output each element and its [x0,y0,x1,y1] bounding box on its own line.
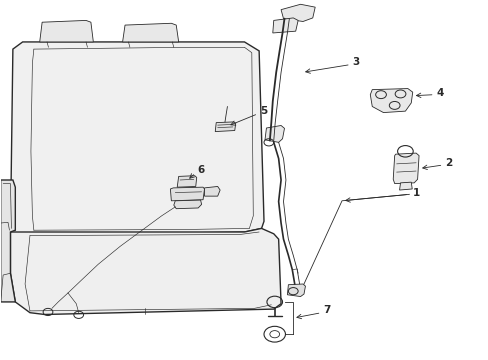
Text: 1: 1 [412,188,419,198]
Polygon shape [281,4,315,22]
Polygon shape [40,21,93,42]
Polygon shape [287,284,305,297]
Polygon shape [10,42,264,235]
Polygon shape [392,153,418,184]
Text: 7: 7 [323,305,330,315]
Text: 4: 4 [436,88,443,98]
Polygon shape [10,228,281,315]
Polygon shape [264,126,284,142]
Polygon shape [177,176,196,187]
Polygon shape [369,89,412,113]
Text: 3: 3 [352,57,359,67]
Polygon shape [170,187,204,201]
Polygon shape [122,23,178,42]
Text: 6: 6 [197,165,204,175]
Polygon shape [173,200,201,209]
Polygon shape [399,182,411,190]
Text: 5: 5 [260,106,267,116]
Polygon shape [272,18,298,33]
Polygon shape [0,180,15,302]
Polygon shape [204,186,220,196]
Polygon shape [215,122,235,132]
Text: 2: 2 [445,158,452,168]
